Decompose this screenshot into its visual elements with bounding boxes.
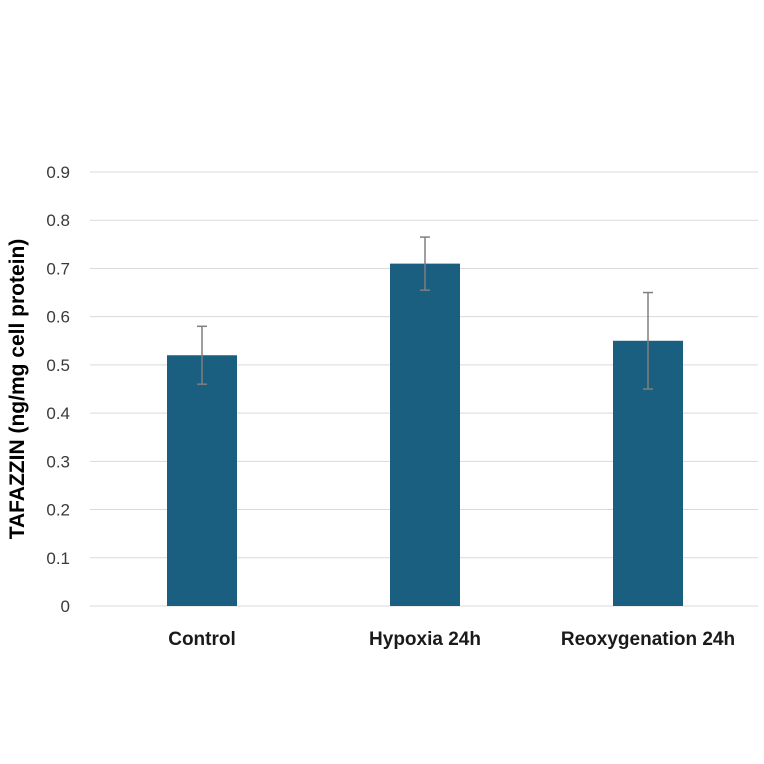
- y-tick-label: 0.5: [46, 356, 70, 375]
- y-tick-label: 0.3: [46, 452, 70, 471]
- bar: [390, 263, 460, 606]
- x-tick-label: Control: [168, 629, 236, 650]
- y-tick-label: 0.8: [46, 211, 70, 230]
- y-tick-label: 0.1: [46, 549, 70, 568]
- y-tick-label: 0.4: [46, 404, 70, 423]
- y-tick-label: 0.6: [46, 308, 70, 327]
- bars: [167, 263, 683, 606]
- y-tick-labels: 0 0.1 0.2 0.3 0.4 0.5 0.6 0.7 0.8 0.9: [46, 163, 70, 616]
- y-tick-label: 0: [61, 597, 70, 616]
- y-tick-label: 0.7: [46, 259, 70, 278]
- bar: [167, 355, 237, 606]
- x-tick-label: Reoxygenation 24h: [561, 629, 735, 650]
- y-tick-label: 0.2: [46, 501, 70, 520]
- error-bars: [197, 236, 653, 390]
- x-tick-labels: Control Hypoxia 24h Reoxygenation 24h: [168, 629, 735, 650]
- y-axis-title: TAFAZZIN (ng/mg cell protein): [6, 239, 29, 540]
- y-tick-label: 0.9: [46, 163, 70, 182]
- x-tick-label: Hypoxia 24h: [369, 629, 481, 650]
